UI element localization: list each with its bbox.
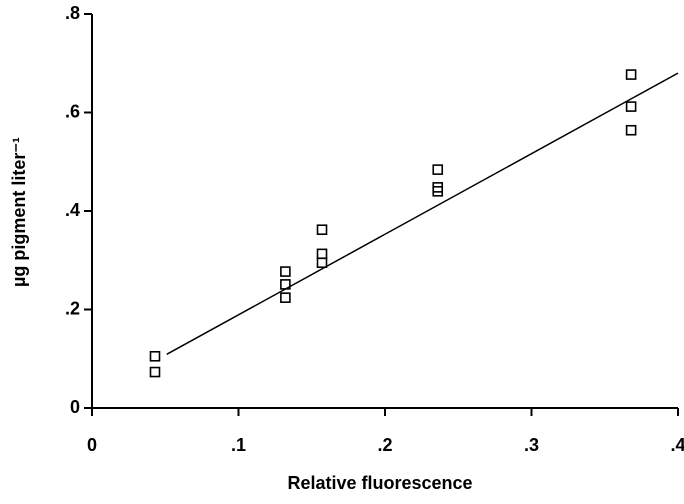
x-tick-label: .1 [231,435,246,455]
data-point [316,248,328,260]
data-point [432,186,444,197]
y-tick-label: .2 [65,298,80,318]
data-point [625,69,637,80]
data-point [149,350,161,362]
data-point [316,257,328,269]
x-tick-label: .4 [670,435,684,455]
y-tick-label: 0 [70,397,80,417]
y-tick-label: .8 [65,3,80,23]
y-tick-label: .4 [65,200,80,220]
data-point [280,292,291,303]
y-tick-label: .6 [65,101,80,121]
data-point [625,101,637,112]
y-axis-label: µg pigment liter⁻¹ [9,137,29,287]
fit-line [166,72,679,355]
x-axis-label: Relative fluorescence [287,473,472,493]
data-point [149,366,161,378]
x-tick-label: .2 [377,435,392,455]
x-tick-label: 0 [87,435,97,455]
data-point [280,266,291,277]
data-point [432,164,444,175]
x-tick-label: .3 [524,435,539,455]
data-point [625,124,637,136]
data-point [316,224,328,236]
